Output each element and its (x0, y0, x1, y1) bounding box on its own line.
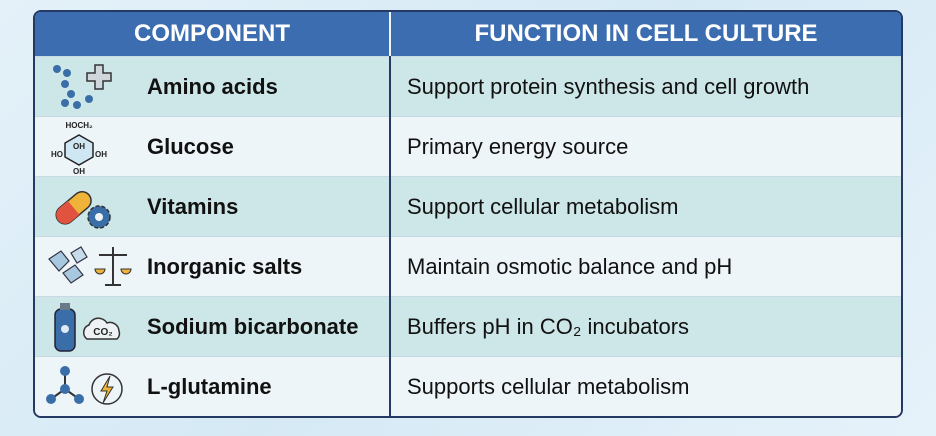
header-cell: FUNCTION IN CELL CULTURE (391, 12, 901, 56)
function-cell: Buffers pH in CO₂ incubators (407, 314, 690, 339)
icon-label: OH (95, 150, 107, 159)
icon-label: HOCH₂ (65, 121, 93, 130)
icon (46, 366, 123, 405)
function-cell: Support protein synthesis and cell growt… (407, 74, 810, 99)
icon-label: OH (73, 167, 85, 175)
function-cell: Primary energy source (407, 134, 629, 159)
table-row: Vitamins Support cellular metabolism (35, 176, 901, 237)
column-divider (389, 56, 391, 416)
icon (53, 64, 112, 109)
icon (48, 246, 132, 286)
icon-label: OH (73, 142, 85, 151)
component-cell: Amino acids (147, 74, 278, 99)
table-row: L-glutamine Supports cellular metabolism (35, 356, 901, 416)
component-cell: Sodium bicarbonate (147, 314, 359, 339)
table-row: Inorganic salts Maintain osmotic balance… (35, 236, 901, 297)
component-cell: Vitamins (147, 194, 239, 219)
table-row: CO₂ Sodium bicarbonate Buffers pH in CO₂… (35, 296, 901, 357)
component-cell: Inorganic salts (147, 254, 303, 279)
component-cell: L-glutamine (147, 374, 272, 399)
function-cell: Supports cellular metabolism (407, 374, 690, 399)
table: COMPONENT FUNCTION IN CELL CULTURE Amino… (33, 10, 903, 418)
icon (55, 190, 111, 229)
table-row: HOCH₂ OH HO OH OH Glucose Primary energy sou… (35, 116, 901, 177)
function-cell: Support cellular metabolism (407, 194, 679, 219)
icon: CO₂ (54, 303, 121, 352)
component-cell: Glucose (147, 134, 234, 159)
header-cell: COMPONENT (35, 12, 389, 56)
table-row: Amino acids Support protein synthesis an… (35, 56, 901, 117)
icon: HOCH₂ OH HO OH OH (51, 121, 107, 175)
function-cell: Maintain osmotic balance and pH (407, 254, 733, 279)
icon-label: HO (51, 150, 63, 159)
icon-label: CO₂ (93, 327, 112, 338)
